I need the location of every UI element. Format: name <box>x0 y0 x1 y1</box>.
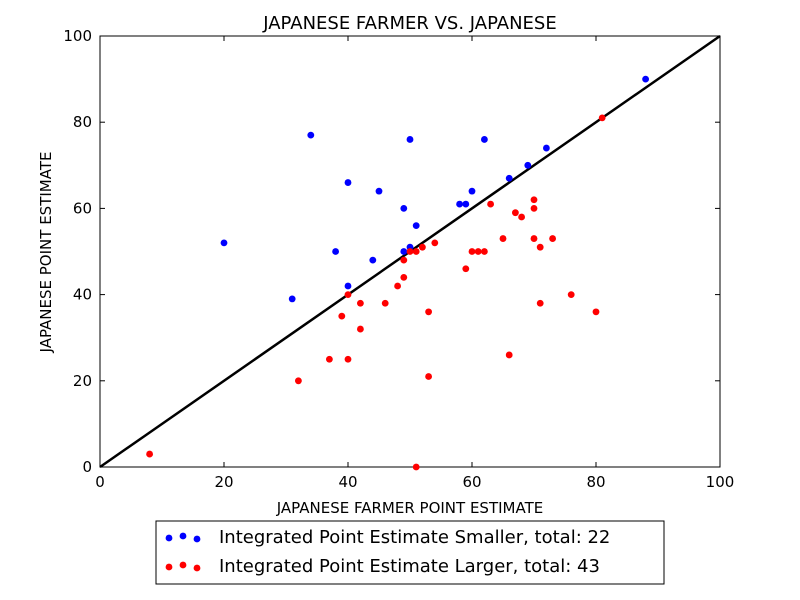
x-tick-label: 0 <box>95 473 105 491</box>
point-larger-17 <box>425 373 432 380</box>
y-tick-label: 100 <box>63 27 92 45</box>
point-smaller-13 <box>456 200 463 208</box>
point-smaller-7 <box>375 187 383 195</box>
point-larger-29 <box>530 205 538 212</box>
point-smaller-8 <box>400 205 408 212</box>
legend-marker-0-0 <box>165 534 173 542</box>
legend-marker-0-1 <box>179 532 187 540</box>
point-larger-11 <box>400 273 408 281</box>
point-smaller-10 <box>406 136 414 143</box>
legend-marker-1-1 <box>179 561 187 569</box>
point-larger-35 <box>592 308 600 316</box>
point-smaller-9 <box>400 248 408 255</box>
point-larger-2 <box>326 355 333 363</box>
legend-entry-smaller: Integrated Point Estimate Smaller, total… <box>219 527 610 548</box>
point-larger-34 <box>567 291 575 298</box>
legend-marker-1-0 <box>165 563 173 571</box>
point-smaller-3 <box>332 248 339 255</box>
point-smaller-15 <box>468 187 476 195</box>
point-larger-7 <box>357 325 364 333</box>
point-smaller-16 <box>481 136 488 143</box>
ticks-layer: 0 20 40 60 80 100 0 20 40 60 80 100 <box>63 27 734 491</box>
point-smaller-17 <box>505 174 513 182</box>
point-larger-24 <box>499 235 507 242</box>
point-larger-21 <box>474 248 482 255</box>
point-smaller-19 <box>543 144 550 152</box>
chart-title: JAPANESE FARMER VS. JAPANESE <box>262 13 556 34</box>
x-axis-label: JAPANESE FARMER POINT ESTIMATE <box>276 499 543 517</box>
x-tick-label: 60 <box>462 473 481 491</box>
point-larger-20 <box>468 248 476 255</box>
point-larger-16 <box>425 308 432 316</box>
point-larger-26 <box>512 209 519 217</box>
point-smaller-5 <box>344 282 352 290</box>
point-larger-4 <box>344 355 352 363</box>
legend-marker-1-2 <box>193 564 201 572</box>
point-larger-15 <box>419 243 426 251</box>
point-larger-22 <box>481 248 488 255</box>
y-tick-label: 60 <box>73 199 92 217</box>
point-larger-33 <box>549 235 556 242</box>
point-larger-14 <box>412 463 420 471</box>
point-larger-8 <box>381 299 389 307</box>
point-larger-13 <box>412 248 420 255</box>
y-tick-label: 20 <box>73 372 92 390</box>
y-tick-label: 0 <box>82 458 92 476</box>
point-larger-28 <box>530 196 538 204</box>
point-larger-9 <box>394 282 401 290</box>
point-larger-0 <box>146 450 154 458</box>
point-larger-23 <box>487 200 494 208</box>
x-tick-label: 80 <box>586 473 605 491</box>
point-smaller-0 <box>220 239 228 247</box>
y-tick-label: 40 <box>73 286 92 304</box>
point-smaller-6 <box>369 256 377 264</box>
x-tick-label: 20 <box>214 473 233 491</box>
y-tick-label: 80 <box>73 113 92 131</box>
point-larger-32 <box>536 299 544 307</box>
data-layer <box>99 34 721 471</box>
point-larger-27 <box>518 213 525 221</box>
point-larger-36 <box>598 114 606 122</box>
point-smaller-20 <box>642 75 649 83</box>
legend: Integrated Point Estimate Smaller, total… <box>155 520 665 585</box>
point-smaller-14 <box>462 200 470 208</box>
point-larger-19 <box>462 265 470 273</box>
point-smaller-1 <box>288 295 296 303</box>
point-larger-18 <box>431 239 439 247</box>
point-larger-10 <box>400 256 408 264</box>
y-axis-label: JAPANESE POINT ESTIMATE <box>37 152 55 354</box>
legend-marker-0-2 <box>193 535 201 543</box>
point-larger-30 <box>530 235 538 242</box>
point-larger-6 <box>357 299 364 307</box>
point-smaller-18 <box>524 161 532 169</box>
point-larger-1 <box>295 377 302 385</box>
point-larger-3 <box>338 312 346 320</box>
x-tick-label: 40 <box>338 473 357 491</box>
point-larger-12 <box>406 248 414 255</box>
point-larger-5 <box>344 291 352 298</box>
point-smaller-12 <box>412 222 420 230</box>
point-smaller-2 <box>307 131 315 139</box>
point-smaller-4 <box>344 179 352 186</box>
point-larger-25 <box>505 351 513 359</box>
legend-box <box>155 520 665 585</box>
point-larger-31 <box>536 243 544 251</box>
legend-entry-larger: Integrated Point Estimate Larger, total:… <box>219 556 600 577</box>
x-tick-label: 100 <box>706 473 735 491</box>
